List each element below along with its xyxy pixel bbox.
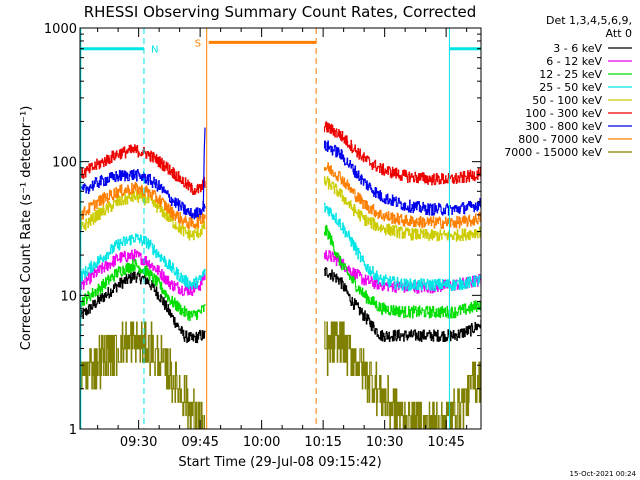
legend-label: 300 - 800 keV (525, 120, 602, 133)
legend-entry-25-50-kev: 25 - 50 keV (539, 81, 632, 94)
legend-entry-50-100-kev: 50 - 100 keV (532, 94, 632, 107)
legend-entry-3-6-kev: 3 - 6 keV (553, 42, 632, 55)
series-3-6-kev (79, 267, 482, 344)
y-axis-label: Corrected Count Rate (s⁻¹ detector⁻¹) (19, 106, 34, 351)
series-trace (323, 162, 482, 230)
legend-entry-12-25-kev: 12 - 25 keV (539, 68, 632, 81)
legend-label: 800 - 7000 keV (518, 133, 602, 146)
series-trace (79, 321, 206, 430)
series-spike (202, 127, 206, 202)
series-25-50-kev (79, 203, 482, 292)
x-tick-label: 10:45 (427, 435, 464, 450)
y-tick-label: 100 (52, 156, 77, 171)
series-trace (324, 321, 482, 430)
series-trace (323, 225, 482, 319)
series-6-12-kev (79, 248, 482, 296)
legend-label: 7000 - 15000 keV (504, 146, 602, 159)
series-trace (79, 248, 206, 296)
series-trace (79, 190, 206, 241)
annotation-label: N (151, 45, 158, 56)
series-50-100-kev (79, 176, 482, 242)
footer-timestamp: 15-Oct-2021 00:24 (570, 470, 637, 478)
annotation-saa: S (195, 28, 317, 429)
series-trace (79, 233, 206, 290)
series-trace (323, 176, 482, 242)
legend-entry-800-7000-kev: 800 - 7000 keV (518, 133, 632, 146)
legend-entry-100-300-kev: 100 - 300 keV (525, 107, 632, 120)
annotation-label: S (195, 38, 201, 49)
legend-header-line-2: Att 0 (606, 27, 632, 40)
legend-header-line-1: Det 1,3,4,5,6,9, (546, 14, 632, 27)
series-trace (323, 121, 482, 186)
chart-title: RHESSI Observing Summary Count Rates, Co… (84, 3, 477, 21)
legend-entry-300-800-kev: 300 - 800 keV (525, 120, 632, 133)
y-tick-label: 10 (60, 289, 77, 304)
y-tick-label: 1 (69, 423, 77, 438)
series-trace (79, 270, 206, 344)
x-tick-label: 10:15 (304, 435, 341, 450)
series-800-7000-kev (79, 162, 482, 230)
x-tick-label: 10:30 (366, 435, 403, 450)
legend-label: 12 - 25 keV (539, 68, 602, 81)
axis-layer: 1 10 100 1000 09:30 09:45 10:00 10:15 10:30 10:45 (44, 22, 481, 450)
series-trace (79, 169, 206, 221)
legend-entry-6-12-kev: 6 - 12 keV (546, 55, 632, 68)
series-12-25-kev (79, 225, 482, 322)
series-trace (323, 140, 482, 216)
legend-entry-7000-15000-kev: 7000 - 15000 keV (504, 146, 632, 159)
y-tick-label: 1000 (44, 22, 77, 37)
series-layer (79, 121, 482, 430)
series-trace (79, 182, 206, 230)
legend-label: 3 - 6 keV (553, 42, 602, 55)
series-7000-15000-kev (79, 321, 482, 430)
legend-label: 50 - 100 keV (532, 94, 602, 107)
series-100-300-kev (79, 121, 482, 195)
series-trace (79, 144, 206, 195)
plot-frame (79, 27, 482, 430)
legend-label: 6 - 12 keV (546, 55, 602, 68)
x-tick-label: 10:00 (243, 435, 280, 450)
legend-label: 25 - 50 keV (539, 81, 602, 94)
series-trace (79, 259, 206, 322)
series-trace (323, 203, 482, 292)
series-300-800-kev (79, 140, 482, 221)
legend-label: 100 - 300 keV (525, 107, 602, 120)
x-tick-label: 09:45 (181, 435, 218, 450)
x-tick-label: 09:30 (120, 435, 157, 450)
series-trace (323, 267, 482, 343)
x-axis-label: Start Time (29-Jul-08 09:15:42) (178, 455, 381, 470)
